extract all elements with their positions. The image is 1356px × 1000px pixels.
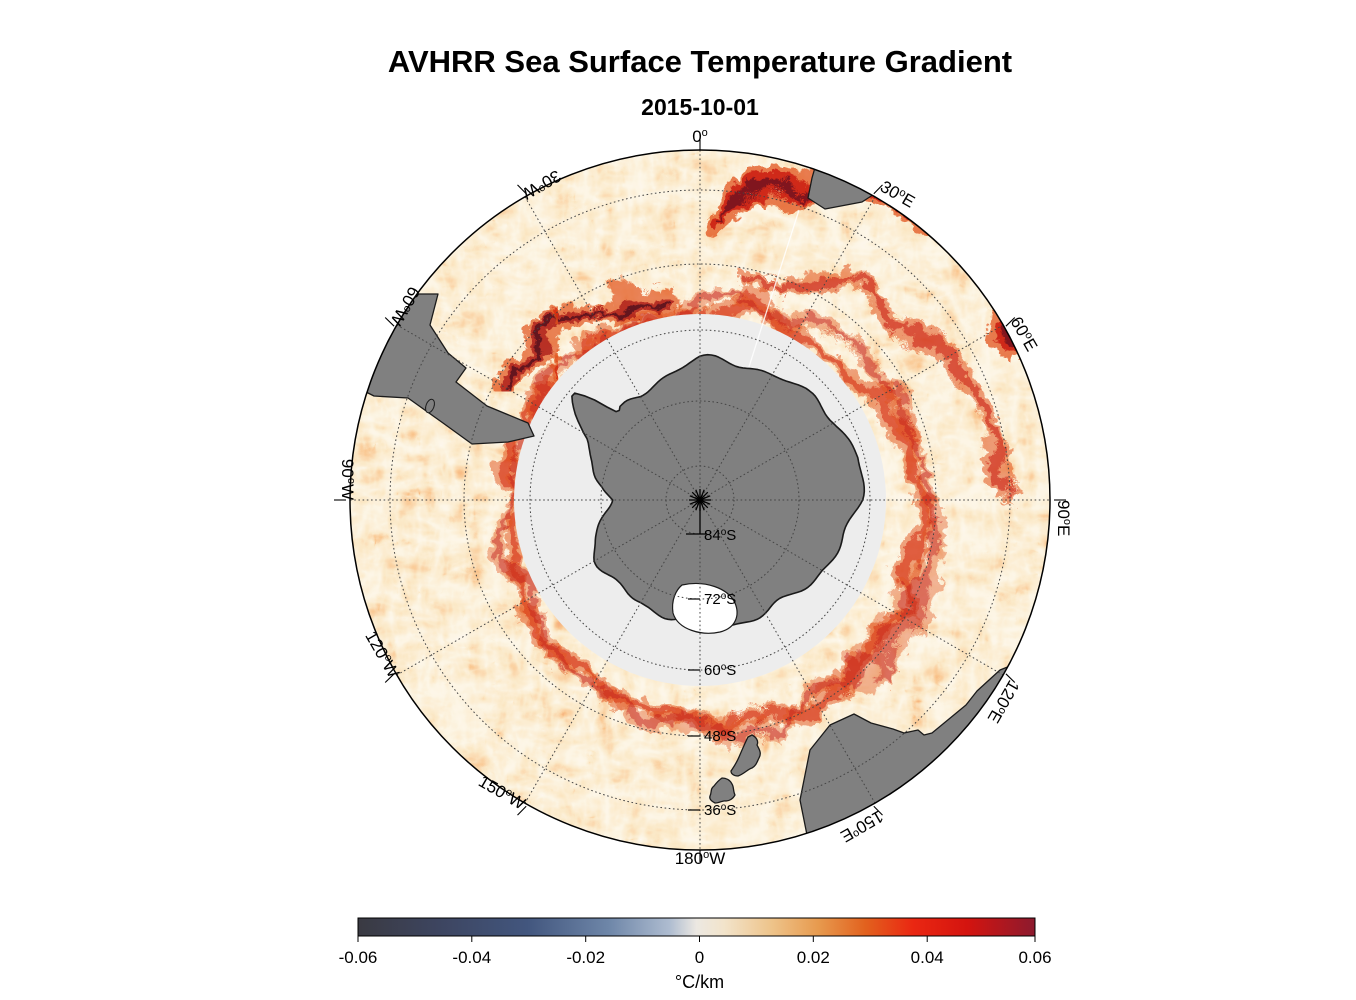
svg-text:-0.02: -0.02 [566,948,605,967]
svg-text:0: 0 [695,948,704,967]
svg-text:0.02: 0.02 [797,948,830,967]
svg-text:180oW: 180oW [675,849,726,868]
svg-text:90oE: 90oE [1054,500,1073,536]
svg-text:72oS: 72oS [704,591,736,609]
svg-text:°C/km: °C/km [675,972,724,992]
svg-text:36oS: 36oS [704,802,736,820]
svg-text:90oW: 90oW [338,459,357,500]
svg-text:0.04: 0.04 [911,948,944,967]
svg-text:-0.06: -0.06 [339,948,378,967]
svg-text:84oS: 84oS [704,527,736,545]
svg-text:0.06: 0.06 [1018,948,1051,967]
svg-text:-0.04: -0.04 [452,948,491,967]
svg-text:0o: 0o [692,127,708,146]
svg-text:48oS: 48oS [704,728,736,746]
svg-text:60oS: 60oS [704,662,736,680]
